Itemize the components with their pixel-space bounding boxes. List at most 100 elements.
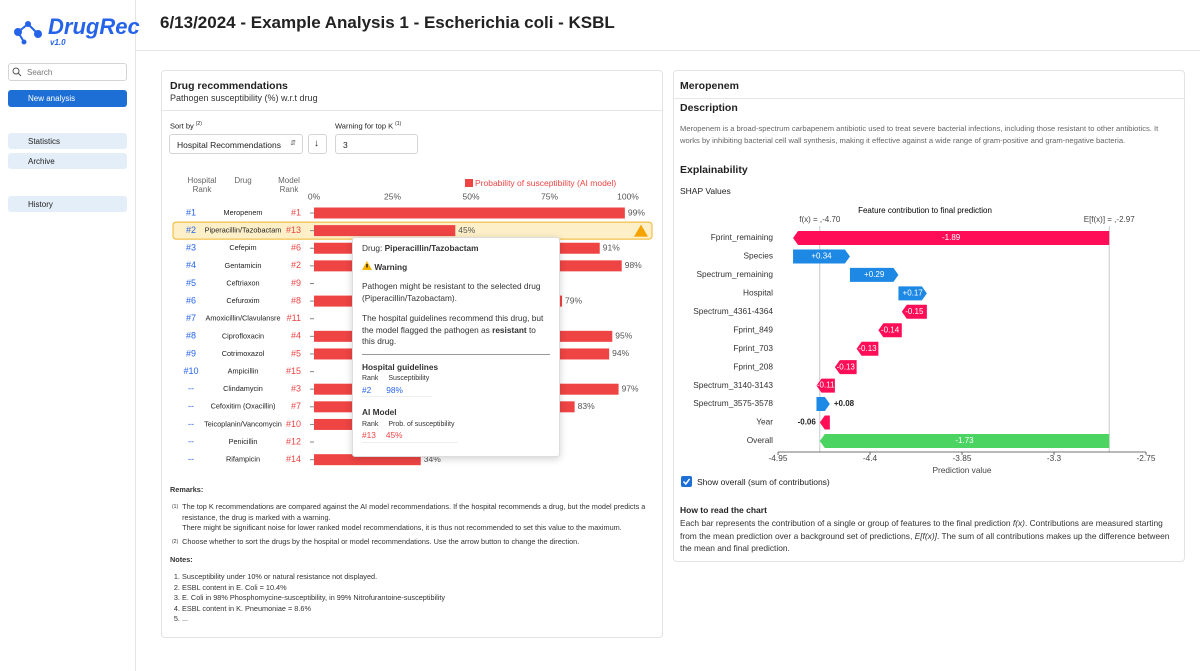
section-title: How to read the chart — [680, 505, 767, 515]
drug-name: Piperacillin/Tazobactam — [205, 226, 282, 235]
section-title: Description — [680, 102, 738, 114]
warning-label: Warning for top K (1) — [335, 121, 401, 131]
drug-name: Amoxicillin/Clavulansre — [205, 314, 280, 323]
model-rank: #7 — [291, 401, 301, 411]
remarks-title: Remarks: — [170, 485, 204, 494]
feature-label: Spectrum_remaining — [696, 269, 773, 279]
sort-direction-button[interactable]: ↓ — [308, 134, 327, 154]
model-rank: #10 — [286, 419, 301, 429]
shap-bar — [816, 397, 830, 412]
x-tick-label: 0% — [308, 191, 321, 201]
tooltip-text: to this drug. — [362, 324, 536, 347]
model-rank: #13 — [286, 225, 301, 235]
text: . The sum of all contributions makes up … — [680, 530, 1170, 554]
bar — [314, 454, 421, 466]
value-label: -0.15 — [905, 307, 924, 316]
th: Susceptibility — [388, 375, 430, 382]
shap-bar — [878, 323, 902, 338]
select-value: Hospital Recommendations — [177, 140, 281, 150]
card-subtitle: Pathogen susceptibility (%) w.r.t drug — [170, 93, 318, 103]
checkbox[interactable] — [681, 476, 692, 487]
drug-name: Gentamicin — [225, 261, 262, 270]
hospital-rank: #8 — [186, 331, 196, 341]
note-item: ... — [182, 614, 445, 625]
note-item: E. Coli in 98% Phosphomycine-susceptibil… — [182, 593, 445, 604]
feature-label: Species — [743, 251, 773, 261]
td: #13 — [362, 430, 376, 440]
fx-line-label: f(x) = ,-4.70 — [799, 215, 841, 224]
shap-bar — [901, 304, 927, 319]
feature-label: Hospital — [743, 288, 773, 298]
drug-name: Clindamycin — [223, 384, 263, 393]
value-label: 94% — [612, 348, 629, 358]
drug-name: Rifampicin — [226, 455, 260, 464]
drug-name: Cotrimoxazol — [222, 349, 265, 358]
feature-label: Fprint_remaining — [711, 232, 774, 242]
header-divider — [136, 50, 1200, 51]
top-k-input[interactable]: 3 — [335, 134, 418, 154]
tooltip-label: Drug: — [362, 243, 383, 253]
value-label: +0.17 — [903, 288, 924, 297]
value-label: -0.13 — [837, 362, 856, 371]
nav-item[interactable]: Archive — [8, 153, 127, 169]
divider — [161, 110, 663, 111]
sort-select[interactable]: Hospital Recommendations ⇵ — [169, 134, 303, 154]
remark: There might be significant noise for low… — [182, 523, 622, 532]
drug-name: Cefepim — [229, 243, 256, 252]
value-label: -0.06 — [798, 418, 817, 427]
drug-name: Cefuroxim — [226, 296, 259, 305]
version: v1.0 — [50, 38, 66, 47]
note-item: Susceptibility under 10% or natural resi… — [182, 572, 445, 583]
value-label: 91% — [603, 242, 620, 252]
tooltip-warning: Warning — [374, 261, 408, 272]
model-rank: #9 — [291, 278, 301, 288]
drug-name: Ampicillin — [228, 367, 259, 376]
feature-label: Spectrum_4361-4364 — [693, 306, 773, 316]
detail-card — [673, 70, 1185, 562]
drug-name: Meropenem — [224, 208, 263, 217]
feature-label: Overall — [747, 435, 773, 445]
overall-bar — [819, 433, 1110, 448]
new-analysis-button[interactable]: New analysis — [8, 90, 127, 107]
feature-label: Year — [756, 417, 773, 427]
value-label: 97% — [622, 383, 639, 393]
hospital-rank: #9 — [186, 348, 196, 358]
label: Warning for top K — [335, 121, 394, 131]
shap-bar — [834, 360, 857, 375]
hospital-rank: #10 — [183, 366, 198, 376]
search-input[interactable]: Search — [8, 63, 127, 81]
th: Rank — [362, 375, 379, 382]
tooltip-message: Pathogen might be resistant to the selec… — [362, 281, 541, 303]
nav-item[interactable]: History — [8, 196, 127, 212]
x-tick-label: 25% — [384, 191, 401, 201]
shap-chart: Feature contribution to final prediction… — [693, 206, 1156, 475]
value-label: +0.34 — [811, 252, 832, 261]
hospital-rank: #2 — [186, 225, 196, 235]
model-rank: #14 — [286, 454, 301, 464]
search-placeholder: Search — [27, 68, 53, 77]
text: . Contributions are measured starting fr… — [680, 518, 1163, 541]
x-tick-label: -4.95 — [769, 453, 788, 463]
note-item: ESBL content in E. Coli = 10.4% — [182, 583, 445, 594]
column-header: Drug — [234, 176, 252, 185]
base-line-label: E[f(x)] = ,-2.97 — [1084, 215, 1135, 224]
td: 45% — [385, 430, 403, 440]
nav-item[interactable]: Statistics — [8, 133, 127, 149]
x-tick-label: -3.85 — [953, 453, 972, 463]
model-rank: #15 — [286, 366, 301, 376]
model-rank: #3 — [291, 384, 301, 394]
drug-name: Teicoplanin/Vancomycin — [204, 419, 282, 428]
search-icon — [12, 67, 22, 77]
tooltip-text: resistant — [492, 324, 527, 335]
remark: The top K recommendations are compared a… — [182, 502, 646, 522]
x-tick-label: 100% — [617, 191, 639, 201]
value-label: +0.08 — [834, 399, 855, 408]
drug-name: Penicillin — [229, 437, 258, 446]
logo: DrugRec — [48, 14, 140, 39]
drug-name: Ciprofloxacin — [222, 331, 264, 340]
shap-bar — [849, 267, 899, 282]
drug-name: Ceftriaxon — [226, 278, 259, 287]
how-to-text: Each bar represents the contribution of … — [680, 517, 1175, 555]
chart-title: Feature contribution to final prediction — [858, 206, 992, 215]
